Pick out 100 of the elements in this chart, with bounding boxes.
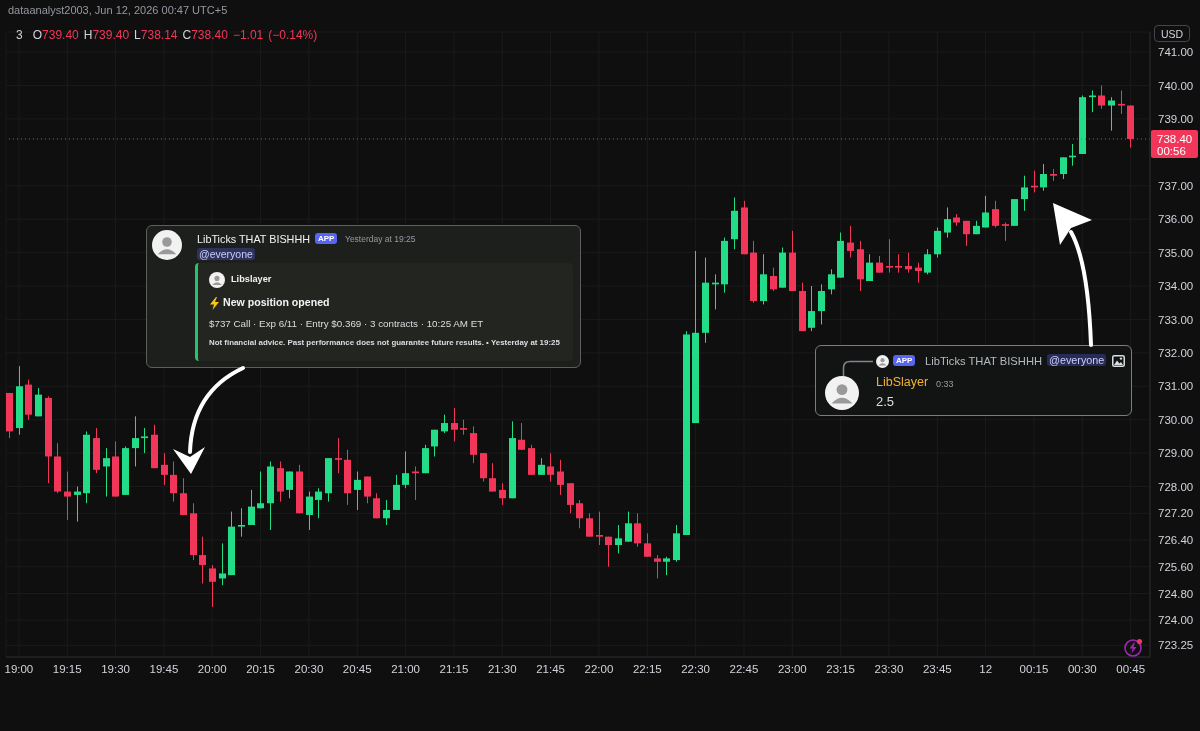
candlestick	[518, 422, 525, 451]
candlestick	[576, 499, 583, 529]
candlestick	[1098, 84, 1105, 110]
candlestick	[818, 283, 825, 325]
candlestick	[383, 499, 390, 526]
x-tick-label: 00:45	[1116, 663, 1146, 676]
candlestick	[209, 564, 216, 608]
x-tick-label: 22:00	[584, 663, 614, 676]
x-tick-label: 19:30	[101, 663, 130, 676]
candlestick	[354, 471, 361, 511]
candlestick	[905, 252, 912, 274]
x-tick-label: 20:45	[342, 663, 372, 676]
candlestick	[847, 225, 854, 259]
x-tick-label: 23:00	[777, 663, 807, 676]
x-tick-label: 00:15	[1019, 663, 1049, 676]
candlestick	[808, 285, 815, 332]
candlestick	[1002, 222, 1009, 242]
candlestick	[74, 486, 81, 523]
candlestick	[277, 460, 284, 503]
candlestick	[238, 507, 245, 538]
annotation: 2.5	[876, 394, 895, 410]
x-tick-label: 20:30	[294, 663, 324, 676]
annotation: $737 Call · Exp 6/11 · Entry $0.369 · 3 contracts · 10:25 AM ET	[209, 318, 484, 330]
ref-line-label: 738.40	[1157, 132, 1193, 145]
annotation: @everyone	[1047, 354, 1107, 367]
annotation: LibTicks THAT BISHHH	[197, 233, 310, 246]
candlestick	[992, 200, 999, 229]
y-tick-label: 734.00	[1158, 280, 1194, 293]
x-tick-label: 19:15	[52, 663, 82, 676]
candlestick	[866, 253, 873, 282]
annotation: Yesterday at 19:25	[345, 234, 416, 245]
candlestick	[663, 556, 670, 576]
candlestick	[141, 427, 148, 454]
candlestick	[470, 425, 477, 464]
x-tick-label: 23:45	[922, 663, 952, 676]
candlestick	[35, 387, 42, 417]
y-tick-label: 736.00	[1158, 213, 1194, 226]
x-tick-label: 12	[979, 663, 993, 676]
candlestick	[625, 511, 632, 543]
candlestick	[364, 476, 371, 504]
y-tick-label: 727.20	[1158, 507, 1194, 520]
x-tick-label: 23:30	[874, 663, 904, 676]
x-tick-label: 20:00	[197, 663, 227, 676]
annotation: APP	[893, 355, 916, 367]
text: O739.40 H739.40 L738.14 C738.40 −1.01 (−0.14%)	[32, 28, 318, 42]
y-tick-label: 726.40	[1158, 534, 1194, 547]
x-tick-label: 21:15	[439, 663, 469, 676]
y-tick-label: 740.00	[1158, 79, 1194, 92]
x-tick-label: 22:30	[681, 663, 711, 676]
x-tick-label: 19:45	[149, 663, 179, 676]
y-tick-label: 735.00	[1158, 246, 1194, 259]
candlestick	[915, 262, 922, 284]
candlestick	[654, 554, 661, 579]
candlestick	[441, 414, 448, 434]
x-tick-label: 21:00	[391, 663, 420, 676]
candlestick	[963, 220, 970, 247]
y-tick-label: 733.00	[1158, 313, 1194, 326]
candlestick	[499, 482, 506, 506]
y-tick-label: 725.60	[1158, 560, 1194, 573]
candlestick	[644, 532, 651, 558]
chart-title: 3	[16, 28, 23, 42]
candlestick	[257, 471, 264, 509]
candlestick	[199, 536, 206, 584]
candlestick	[431, 429, 438, 457]
candlestick	[335, 437, 342, 474]
candlestick	[547, 452, 554, 483]
candlestick	[1040, 163, 1047, 192]
y-axis-title: USD	[1154, 25, 1190, 42]
x-tick-label: 20:15	[246, 663, 275, 676]
x-tick-label: 19:00	[4, 663, 34, 676]
candlestick	[286, 471, 293, 499]
y-tick-label: 732.00	[1158, 346, 1194, 359]
y-tick-label: 730.00	[1158, 413, 1194, 426]
candlestick	[982, 195, 989, 229]
x-tick-label: 22:15	[632, 663, 662, 676]
candlestick	[828, 268, 835, 295]
candlestick	[567, 482, 574, 514]
candlestick	[402, 450, 409, 489]
candlestick	[103, 447, 110, 498]
candlestick	[373, 492, 380, 519]
candlestick	[170, 460, 177, 503]
annotation: @everyone	[197, 248, 255, 261]
candlestick	[605, 536, 612, 568]
candlestick	[306, 491, 313, 531]
candlestick	[489, 462, 496, 493]
candlestick	[596, 511, 603, 546]
candlestick	[64, 471, 71, 521]
y-tick-label: 724.00	[1158, 614, 1194, 627]
annotation: LibTicks THAT BISHHH	[925, 355, 1043, 368]
candlestick	[586, 512, 593, 538]
candlestick	[1060, 156, 1067, 180]
annotation: Libslayer	[231, 274, 272, 285]
text: dataanalyst2003, Jun 12, 2026 00:47 UTC+5	[8, 4, 228, 17]
text: 00:56	[1157, 144, 1186, 157]
candlestick	[161, 452, 168, 486]
x-tick-label: 22:45	[729, 663, 759, 676]
candlestick	[924, 248, 931, 275]
candlestick	[634, 512, 641, 548]
y-tick-label: 741.00	[1158, 46, 1194, 59]
candlestick	[557, 459, 564, 496]
